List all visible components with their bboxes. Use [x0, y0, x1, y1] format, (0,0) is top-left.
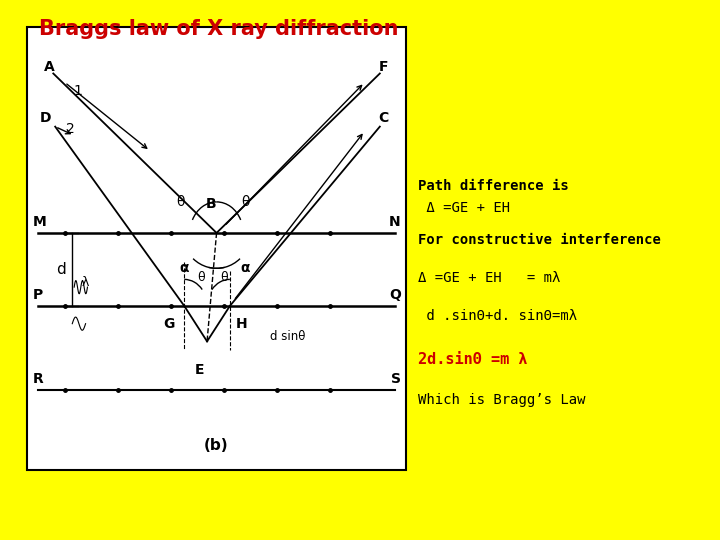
Text: For constructive interference: For constructive interference: [418, 233, 661, 247]
Text: C: C: [379, 111, 389, 125]
Text: Braggs law of X ray diffraction: Braggs law of X ray diffraction: [39, 19, 398, 39]
Text: Q: Q: [389, 288, 401, 302]
Text: B: B: [205, 197, 216, 211]
Text: Path difference is: Path difference is: [418, 179, 569, 193]
Text: Which is Bragg’s Law: Which is Bragg’s Law: [418, 393, 586, 407]
Text: θ: θ: [220, 271, 228, 284]
Text: d: d: [56, 262, 66, 277]
Text: F: F: [379, 60, 388, 74]
Text: 1: 1: [73, 84, 82, 98]
Text: Δ =GE + EH   = mλ: Δ =GE + EH = mλ: [418, 271, 561, 285]
Text: R: R: [32, 372, 43, 386]
Text: 2: 2: [66, 122, 75, 136]
Text: λ: λ: [82, 276, 89, 289]
Text: A: A: [44, 60, 55, 74]
Text: H: H: [235, 316, 247, 330]
Text: α: α: [179, 261, 189, 275]
Text: D: D: [40, 111, 51, 125]
Text: S: S: [391, 372, 401, 386]
Text: (b): (b): [204, 438, 229, 453]
FancyBboxPatch shape: [27, 27, 406, 470]
Text: 2d.sinΘ =m λ: 2d.sinΘ =m λ: [418, 352, 528, 367]
Text: d .sinΘ+d. sinΘ=mλ: d .sinΘ+d. sinΘ=mλ: [418, 309, 577, 323]
Text: Δ =GE + EH: Δ =GE + EH: [418, 201, 510, 215]
Text: M: M: [32, 215, 46, 229]
Text: G: G: [163, 316, 175, 330]
Text: N: N: [389, 215, 401, 229]
Text: θ: θ: [197, 271, 205, 284]
Text: θ: θ: [176, 195, 185, 209]
Text: P: P: [32, 288, 42, 302]
Text: α: α: [240, 261, 250, 275]
Text: d sinθ: d sinθ: [270, 330, 305, 343]
Text: θ: θ: [240, 195, 249, 209]
Text: E: E: [194, 363, 204, 377]
